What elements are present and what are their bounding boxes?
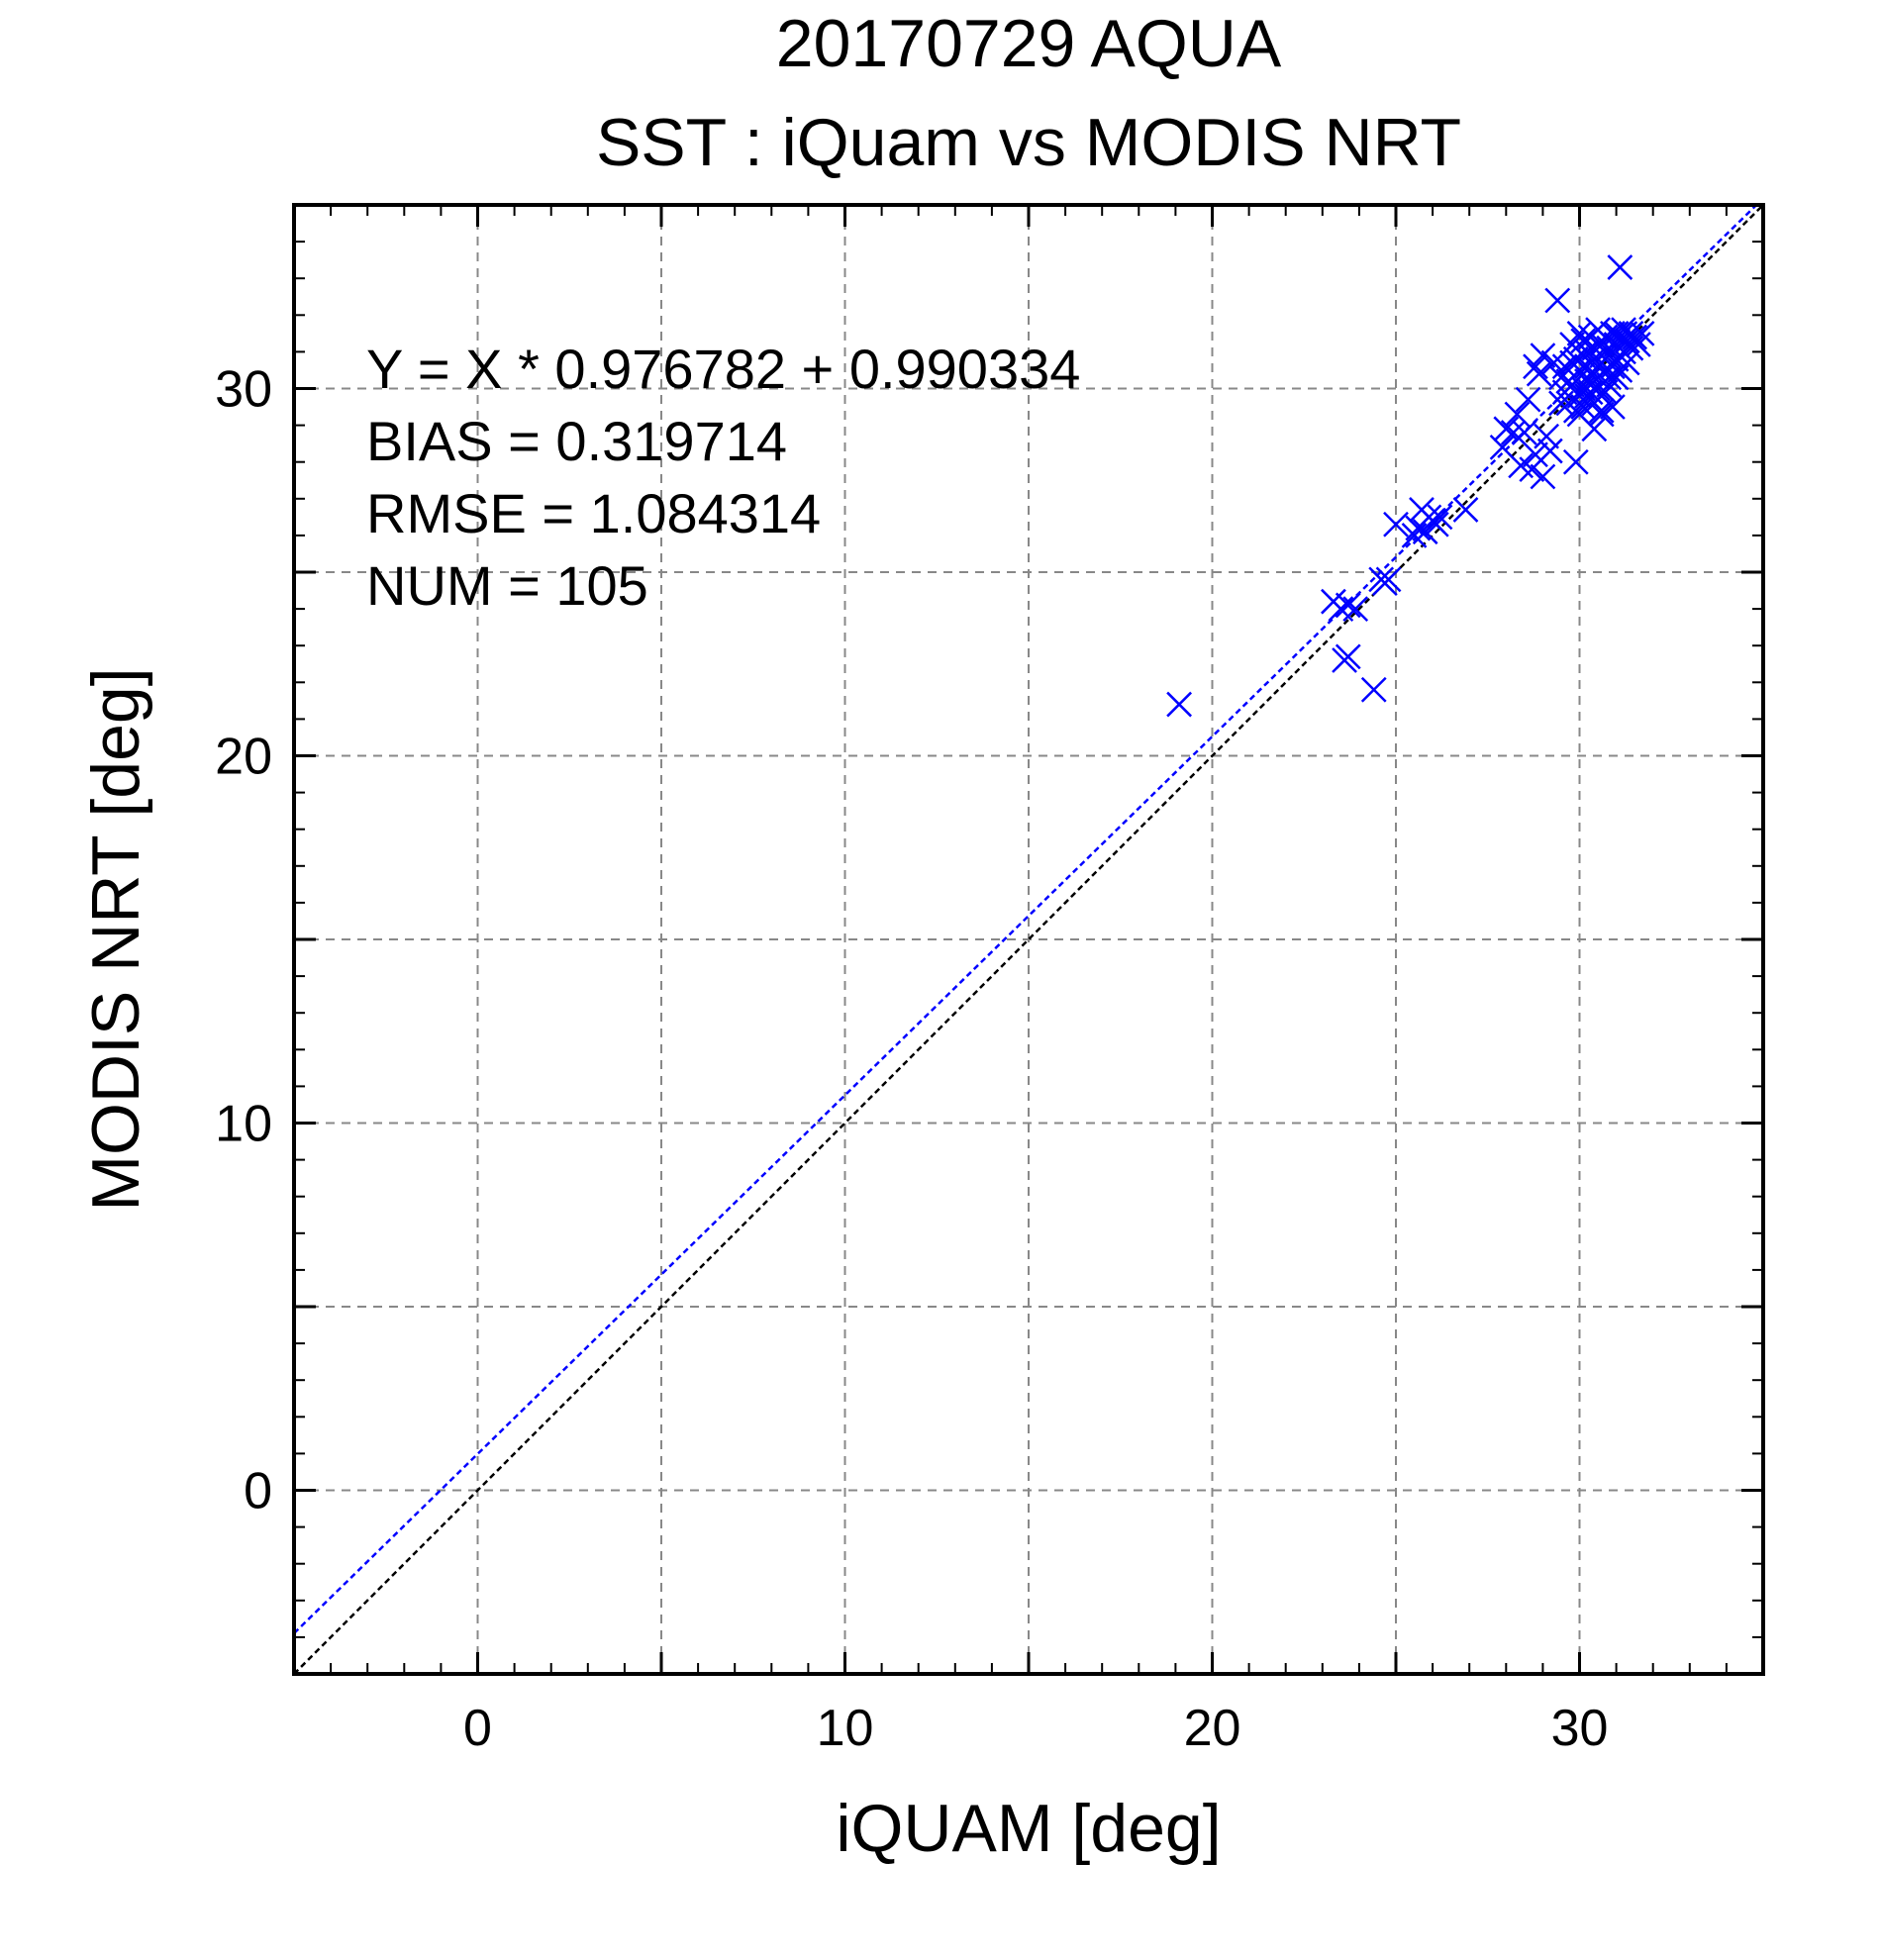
chart-subtitle: SST : iQuam vs MODIS NRT bbox=[595, 105, 1462, 180]
data-point-stroke bbox=[1489, 434, 1516, 460]
data-point-stroke bbox=[1603, 320, 1630, 346]
data-point bbox=[1603, 320, 1630, 346]
y-axis-label: MODIS NRT [deg] bbox=[78, 667, 153, 1211]
stats-num: NUM = 105 bbox=[366, 554, 648, 617]
data-point bbox=[1566, 401, 1593, 428]
data-point bbox=[1511, 420, 1537, 445]
data-point-stroke bbox=[1335, 643, 1361, 670]
data-point bbox=[1559, 349, 1585, 376]
data-point-stroke bbox=[1551, 353, 1578, 380]
data-point-stroke bbox=[1452, 497, 1479, 523]
data-point-stroke bbox=[1559, 349, 1585, 376]
data-point-stroke bbox=[1562, 448, 1589, 475]
stats-bias: BIAS = 0.319714 bbox=[366, 410, 787, 472]
data-point-stroke bbox=[1508, 452, 1534, 479]
data-point-stroke bbox=[1342, 596, 1369, 622]
data-point-stroke bbox=[1581, 416, 1608, 442]
y-tick-label: 20 bbox=[215, 729, 272, 786]
data-point-stroke bbox=[1603, 364, 1630, 391]
data-point bbox=[1342, 596, 1369, 622]
data-point bbox=[1335, 592, 1361, 619]
data-point-stroke bbox=[1534, 423, 1559, 449]
x-tick-label: 0 bbox=[463, 1700, 492, 1757]
data-point-stroke bbox=[1375, 566, 1402, 593]
data-point bbox=[1515, 386, 1541, 413]
data-point-stroke bbox=[1559, 371, 1585, 398]
data-point bbox=[1383, 511, 1409, 538]
data-point-stroke bbox=[1504, 401, 1531, 428]
data-point-stroke bbox=[1592, 379, 1619, 406]
data-point-stroke bbox=[1383, 511, 1409, 538]
data-point bbox=[1544, 287, 1571, 314]
stats-rmse: RMSE = 1.084314 bbox=[366, 482, 821, 544]
data-point bbox=[1427, 504, 1453, 531]
data-point bbox=[1375, 566, 1402, 593]
data-point bbox=[1166, 691, 1192, 718]
x-tick-label: 10 bbox=[817, 1700, 874, 1757]
data-point bbox=[1551, 353, 1578, 380]
data-point bbox=[1523, 441, 1548, 468]
data-point-stroke bbox=[1566, 401, 1593, 428]
plot-frame bbox=[292, 203, 1765, 1676]
y-tick-label: 10 bbox=[215, 1096, 272, 1153]
data-point-stroke bbox=[1166, 691, 1192, 718]
data-point-stroke bbox=[1530, 463, 1556, 490]
y-tick-label: 30 bbox=[215, 361, 272, 419]
data-point bbox=[1504, 401, 1531, 428]
data-point-stroke bbox=[1588, 401, 1615, 428]
data-point-stroke bbox=[1360, 676, 1387, 703]
data-point-stroke bbox=[1614, 349, 1640, 376]
data-point-stroke bbox=[1629, 320, 1655, 346]
data-point-stroke bbox=[1548, 390, 1574, 417]
data-point-stroke bbox=[1607, 254, 1634, 280]
data-point bbox=[1536, 438, 1563, 464]
x-tick-label: 30 bbox=[1551, 1700, 1609, 1757]
data-point bbox=[1596, 364, 1623, 391]
data-point-stroke bbox=[1511, 420, 1537, 445]
data-point bbox=[1530, 343, 1556, 368]
x-tick-label: 20 bbox=[1184, 1700, 1241, 1757]
data-point bbox=[1614, 349, 1640, 376]
x-axis-label: iQUAM [deg] bbox=[836, 1791, 1221, 1866]
data-point-stroke bbox=[1614, 328, 1640, 354]
data-point bbox=[1607, 254, 1634, 280]
data-point bbox=[1452, 497, 1479, 523]
data-point-stroke bbox=[1523, 353, 1548, 380]
data-point bbox=[1335, 643, 1361, 670]
data-point-stroke bbox=[1588, 397, 1615, 424]
data-point bbox=[1574, 383, 1600, 409]
data-point bbox=[1548, 390, 1574, 417]
data-point-stroke bbox=[1335, 592, 1361, 619]
data-point-stroke bbox=[1500, 420, 1527, 445]
data-point-stroke bbox=[1570, 328, 1597, 354]
data-points bbox=[1166, 254, 1655, 718]
data-point-stroke bbox=[1544, 287, 1571, 314]
data-point-stroke bbox=[1523, 441, 1548, 468]
stats-equation: Y = X * 0.976782 + 0.990334 bbox=[366, 338, 1080, 400]
chart-title: 20170729 AQUA bbox=[775, 6, 1282, 81]
data-point bbox=[1423, 511, 1449, 538]
data-point-stroke bbox=[1566, 320, 1593, 346]
data-point-stroke bbox=[1530, 343, 1556, 368]
tick-labels: 0 10 20 30 0 10 20 30 bbox=[215, 361, 1608, 1758]
data-point-stroke bbox=[1515, 386, 1541, 413]
data-point bbox=[1534, 423, 1559, 449]
data-point bbox=[1603, 364, 1630, 391]
data-point bbox=[1562, 448, 1589, 475]
data-point-stroke bbox=[1427, 504, 1453, 531]
data-point bbox=[1629, 320, 1655, 346]
data-point bbox=[1360, 676, 1387, 703]
data-point-stroke bbox=[1574, 383, 1600, 409]
data-point-stroke bbox=[1596, 364, 1623, 391]
data-point-stroke bbox=[1526, 360, 1552, 387]
data-point-stroke bbox=[1536, 438, 1563, 464]
data-point-stroke bbox=[1423, 511, 1449, 538]
data-point bbox=[1530, 463, 1556, 490]
y-tick-label: 0 bbox=[244, 1463, 272, 1520]
data-point bbox=[1570, 328, 1597, 354]
data-point bbox=[1588, 401, 1615, 428]
